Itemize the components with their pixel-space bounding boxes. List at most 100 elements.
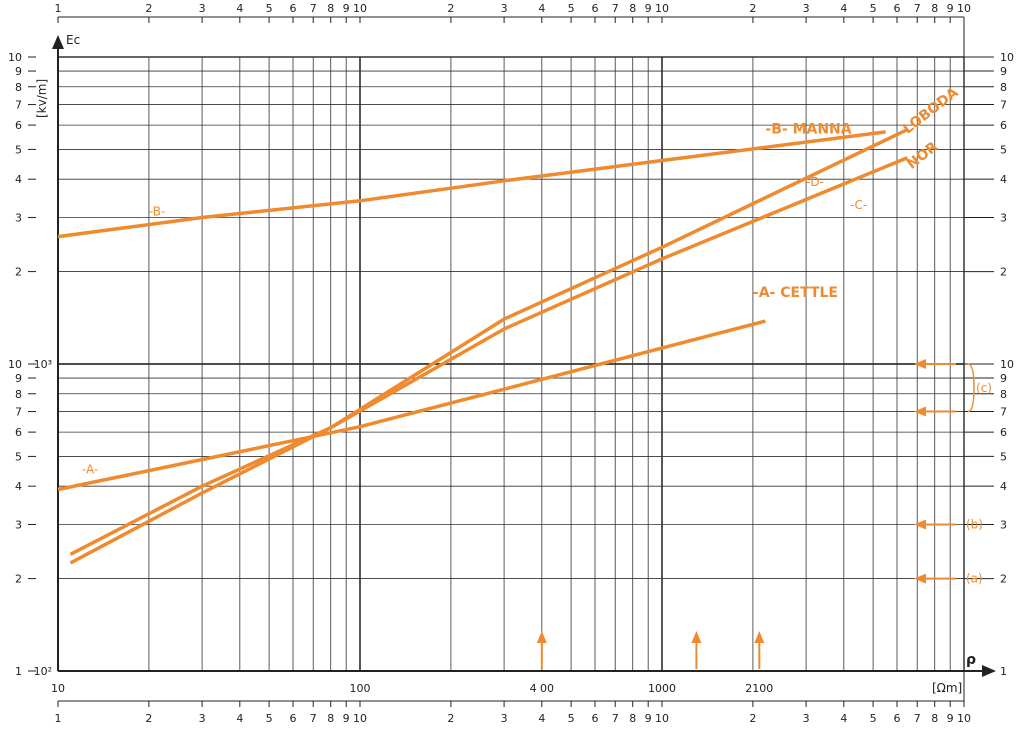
right-tick-label: 7 xyxy=(1000,99,1007,112)
right-tick-label: 6 xyxy=(1000,426,1007,439)
bottom-tick-label: 5 xyxy=(870,712,877,725)
left-tick-label: 9 xyxy=(15,372,22,385)
x-axis-label: ρ xyxy=(966,652,976,668)
right-tick-label: 5 xyxy=(1000,143,1007,156)
series-label-d: -D- xyxy=(806,175,824,189)
marker-label: (b) xyxy=(966,518,983,532)
marker-arrow-head xyxy=(914,359,926,369)
left-tick-label: 10 xyxy=(8,358,22,371)
top-tick-label: 9 xyxy=(343,2,350,15)
top-tick-label: 2 xyxy=(145,2,152,15)
x-tick-label: 100 xyxy=(350,682,371,695)
bottom-arrow-head xyxy=(536,631,547,643)
bottom-tick-label: 7 xyxy=(310,712,317,725)
left-tick-label: 9 xyxy=(15,65,22,78)
top-tick-label: 7 xyxy=(914,2,921,15)
right-tick-label: 8 xyxy=(1000,388,1007,401)
x-tick-label: 10 xyxy=(51,682,65,695)
bottom-tick-label: 3 xyxy=(803,712,810,725)
top-tick-label: 9 xyxy=(947,2,954,15)
bottom-tick-label: 6 xyxy=(592,712,599,725)
left-tick-label: 2 xyxy=(15,573,22,586)
top-tick-label: 10 xyxy=(957,2,971,15)
bottom-tick-label: 2 xyxy=(749,712,756,725)
bottom-arrow-head xyxy=(691,631,702,643)
top-tick-label: 5 xyxy=(870,2,877,15)
right-tick-label: 10 xyxy=(1000,51,1014,64)
top-tick-label: 6 xyxy=(592,2,599,15)
left-tick-label: 5 xyxy=(15,450,22,463)
top-tick-label: 2 xyxy=(447,2,454,15)
bottom-tick-label: 7 xyxy=(612,712,619,725)
y-tick-label: 10³ xyxy=(34,358,52,371)
x-tick-label: 4 00 xyxy=(530,682,555,695)
bottom-tick-label: 6 xyxy=(894,712,901,725)
top-decade-ticks: 1 2 3 4 5 6 7 8 9 10 2 3 4 5 6 7 8 9 10 2 3 4 5 6 7 8 9 10 xyxy=(55,2,971,23)
left-tick-label: 3 xyxy=(15,519,22,532)
left-tick-label: 7 xyxy=(15,99,22,112)
series-label-b: -B- xyxy=(149,204,165,218)
series-label-b-name: -B- MANNA xyxy=(765,122,851,138)
top-tick-label: 3 xyxy=(501,2,508,15)
top-tick-label: 10 xyxy=(655,2,669,15)
series-label-a-name: -A- CETTLE xyxy=(753,285,838,301)
right-tick-label: 3 xyxy=(1000,519,1007,532)
bottom-tick-label: 8 xyxy=(327,712,334,725)
left-tick-label: 7 xyxy=(15,406,22,419)
y-axis-unit: [kv/m] xyxy=(35,79,49,118)
series-label-a: -A- xyxy=(82,462,98,476)
left-tick-label: 8 xyxy=(15,388,22,401)
bottom-tick-label: 8 xyxy=(931,712,938,725)
top-tick-label: 1 xyxy=(55,2,62,15)
right-tick-label: 5 xyxy=(1000,450,1007,463)
bottom-tick-label: 9 xyxy=(645,712,652,725)
top-tick-label: 7 xyxy=(310,2,317,15)
x-axis-unit: [Ωm] xyxy=(932,681,962,695)
series-line xyxy=(69,156,909,556)
top-tick-label: 10 xyxy=(353,2,367,15)
annotations: -A- CETTLE -A- -B- MANNA -B- LOBODA -D- NOR -C-… xyxy=(82,85,992,669)
series-label-c: -C- xyxy=(850,198,867,212)
x-axis-arrow xyxy=(982,665,996,677)
right-tick-label: 2 xyxy=(1000,266,1007,279)
top-tick-label: 4 xyxy=(236,2,243,15)
series-label-c-name: NOR xyxy=(904,139,941,173)
right-tick-label: 4 xyxy=(1000,480,1007,493)
series-lines xyxy=(57,128,909,565)
bottom-tick-label: 10 xyxy=(957,712,971,725)
left-tick-label: 10 xyxy=(8,51,22,64)
top-tick-label: 2 xyxy=(749,2,756,15)
grid xyxy=(57,56,965,672)
bottom-tick-label: 3 xyxy=(199,712,206,725)
left-tick-label: 1 xyxy=(15,665,22,678)
bottom-tick-label: 7 xyxy=(914,712,921,725)
top-tick-label: 6 xyxy=(894,2,901,15)
top-tick-label: 8 xyxy=(327,2,334,15)
marker-brace xyxy=(967,363,975,413)
x-tick-label: 2100 xyxy=(745,682,773,695)
bottom-tick-label: 1 xyxy=(55,712,62,725)
marker-arrow-head xyxy=(914,519,926,530)
bottom-tick-label: 5 xyxy=(568,712,575,725)
series-label-d-name: LOBODA xyxy=(900,85,961,138)
left-tick-label: 3 xyxy=(15,212,22,225)
left-tick-label: 5 xyxy=(15,143,22,156)
bottom-tick-label: 6 xyxy=(290,712,297,725)
marker-arrow-head xyxy=(914,573,926,584)
right-tick-label: 9 xyxy=(1000,65,1007,78)
y-tick-label: 10² xyxy=(34,665,52,678)
bottom-tick-label: 10 xyxy=(353,712,367,725)
top-tick-label: 3 xyxy=(803,2,810,15)
y-axis-arrow xyxy=(52,35,64,49)
y-axis-label: Ec xyxy=(66,33,80,47)
left-tick-label: 2 xyxy=(15,266,22,279)
right-tick-label: 4 xyxy=(1000,173,1007,186)
left-tick-label: 6 xyxy=(15,119,22,132)
top-tick-label: 3 xyxy=(199,2,206,15)
right-tick-label: 6 xyxy=(1000,119,1007,132)
bottom-arrow-head xyxy=(754,631,765,643)
